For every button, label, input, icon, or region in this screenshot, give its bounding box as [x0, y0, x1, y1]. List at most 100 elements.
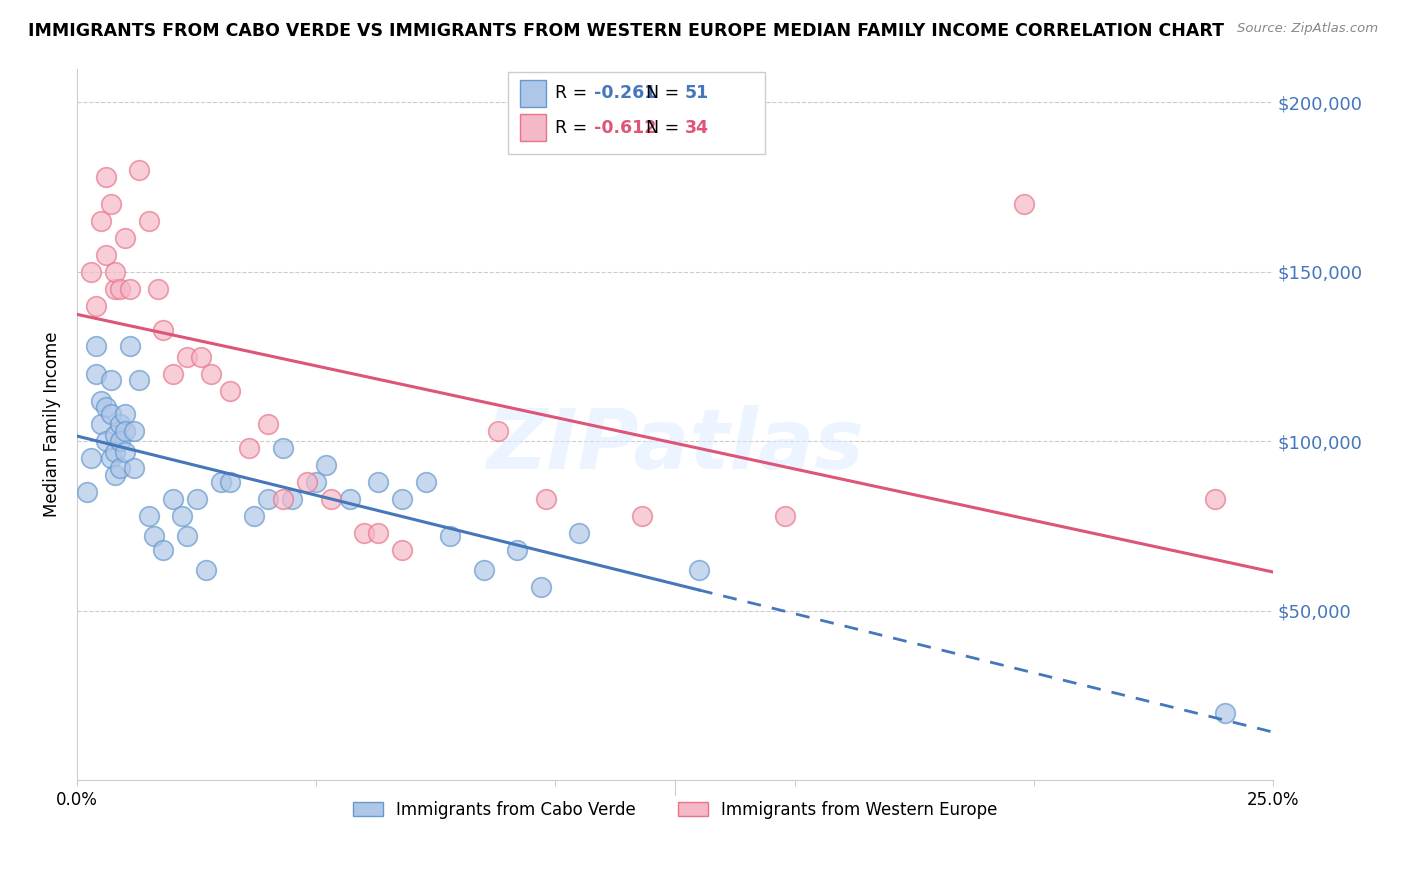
Point [176, 350, 198, 364]
Point [148, 282, 170, 296]
Text: N =: N = [647, 119, 685, 136]
Point [142, 529, 165, 543]
Point [257, 491, 280, 506]
Point [100, 407, 122, 421]
Point [415, 475, 437, 489]
Point [568, 525, 591, 540]
Text: R =: R = [555, 119, 593, 136]
Point [271, 491, 294, 506]
Point [104, 468, 127, 483]
Point [1205, 491, 1227, 506]
Point [472, 563, 495, 577]
Point [295, 475, 318, 489]
Point [630, 508, 652, 523]
Point [486, 424, 509, 438]
Text: 51: 51 [685, 85, 709, 103]
FancyBboxPatch shape [508, 72, 765, 154]
Legend: Immigrants from Cabo Verde, Immigrants from Western Europe: Immigrants from Cabo Verde, Immigrants f… [346, 794, 1004, 825]
Point [114, 424, 136, 438]
Point [84, 367, 107, 381]
Point [152, 322, 174, 336]
Point [367, 525, 389, 540]
Point [84, 339, 107, 353]
Point [319, 491, 342, 506]
Point [305, 475, 328, 489]
Point [773, 508, 796, 523]
Point [108, 282, 131, 296]
Point [76, 485, 98, 500]
Point [391, 542, 413, 557]
Point [530, 580, 553, 594]
Point [90, 417, 112, 432]
Point [271, 441, 294, 455]
Point [138, 214, 160, 228]
Text: 34: 34 [685, 119, 709, 136]
Point [162, 367, 184, 381]
Point [339, 491, 361, 506]
Point [104, 427, 127, 442]
Point [1213, 706, 1236, 720]
Point [219, 384, 242, 398]
Point [114, 407, 136, 421]
Text: IMMIGRANTS FROM CABO VERDE VS IMMIGRANTS FROM WESTERN EUROPE MEDIAN FAMILY INCOM: IMMIGRANTS FROM CABO VERDE VS IMMIGRANTS… [28, 22, 1225, 40]
Point [100, 197, 122, 211]
Point [152, 542, 174, 557]
Text: R =: R = [555, 85, 593, 103]
Point [80, 451, 103, 466]
Point [114, 231, 136, 245]
Point [90, 393, 112, 408]
Point [108, 434, 131, 449]
Point [315, 458, 337, 472]
Text: ZIPatlas: ZIPatlas [486, 405, 863, 486]
Text: -0.261: -0.261 [593, 85, 657, 103]
Point [94, 401, 117, 415]
Point [128, 373, 150, 387]
Point [108, 461, 131, 475]
Point [80, 265, 103, 279]
Point [104, 265, 127, 279]
Point [238, 441, 260, 455]
Point [391, 491, 413, 506]
Point [353, 525, 375, 540]
Point [209, 475, 232, 489]
Point [90, 214, 112, 228]
Point [118, 339, 141, 353]
Point [506, 542, 529, 557]
Point [162, 491, 184, 506]
Point [172, 508, 194, 523]
Point [688, 563, 710, 577]
Bar [520, 114, 546, 141]
Text: Source: ZipAtlas.com: Source: ZipAtlas.com [1237, 22, 1378, 36]
Point [84, 299, 107, 313]
Point [257, 417, 280, 432]
Point [108, 417, 131, 432]
Point [176, 529, 198, 543]
Point [367, 475, 389, 489]
Point [128, 163, 150, 178]
Point [243, 508, 266, 523]
Point [104, 282, 127, 296]
Point [100, 451, 122, 466]
Point [190, 350, 212, 364]
Point [94, 169, 117, 184]
Point [219, 475, 242, 489]
Point [138, 508, 160, 523]
Text: -0.612: -0.612 [593, 119, 657, 136]
Bar [520, 80, 546, 107]
Point [1012, 197, 1035, 211]
Point [104, 444, 127, 458]
Point [100, 373, 122, 387]
Point [124, 424, 146, 438]
Y-axis label: Median Family Income: Median Family Income [44, 332, 60, 517]
Point [118, 282, 141, 296]
Point [200, 367, 222, 381]
Point [114, 444, 136, 458]
Point [439, 529, 461, 543]
Point [281, 491, 304, 506]
Point [195, 563, 218, 577]
Point [186, 491, 208, 506]
Point [94, 248, 117, 262]
Point [534, 491, 557, 506]
Point [94, 434, 117, 449]
Text: N =: N = [647, 85, 685, 103]
